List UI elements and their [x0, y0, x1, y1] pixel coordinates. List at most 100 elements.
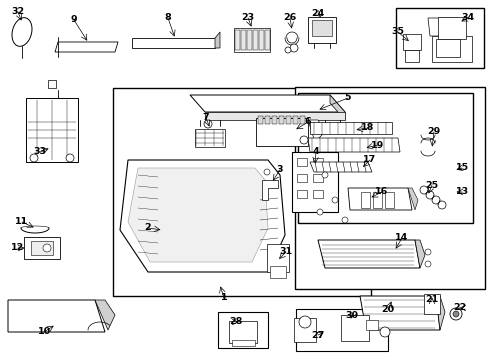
Bar [360, 192, 369, 208]
Circle shape [379, 327, 389, 337]
Bar [299, 116, 304, 124]
Text: 35: 35 [391, 27, 404, 36]
Text: 1: 1 [220, 293, 227, 302]
Circle shape [452, 311, 458, 317]
Bar [234, 28, 269, 52]
Text: 3: 3 [276, 166, 283, 175]
Bar [228, 321, 257, 343]
Circle shape [66, 154, 74, 162]
Bar [246, 30, 251, 50]
Bar [31, 241, 53, 255]
Bar [252, 30, 257, 50]
Bar [257, 116, 262, 124]
Text: 11: 11 [15, 217, 29, 226]
Circle shape [331, 197, 337, 203]
Circle shape [264, 169, 269, 175]
Circle shape [424, 261, 430, 267]
Bar [48, 80, 56, 88]
Text: 31: 31 [279, 248, 292, 256]
Polygon shape [55, 42, 118, 52]
Circle shape [424, 249, 430, 255]
Circle shape [316, 209, 323, 215]
Polygon shape [132, 38, 215, 48]
Polygon shape [204, 112, 345, 120]
Text: 19: 19 [370, 140, 384, 149]
Bar [234, 30, 239, 50]
Circle shape [321, 172, 327, 178]
Bar [240, 30, 245, 50]
Circle shape [341, 217, 347, 223]
Text: 12: 12 [11, 243, 24, 252]
Polygon shape [309, 122, 391, 134]
Text: 14: 14 [395, 234, 408, 243]
Polygon shape [414, 240, 424, 268]
Bar [365, 320, 377, 330]
Bar [437, 17, 465, 39]
Circle shape [298, 316, 310, 328]
Text: 30: 30 [345, 311, 358, 320]
Polygon shape [95, 300, 115, 330]
Polygon shape [215, 32, 220, 48]
Text: 23: 23 [241, 13, 254, 22]
Circle shape [289, 44, 297, 52]
Circle shape [299, 136, 307, 144]
Text: 2: 2 [144, 224, 151, 233]
Text: 20: 20 [381, 306, 394, 315]
Bar [269, 266, 285, 278]
Bar [293, 318, 315, 342]
Bar [312, 190, 323, 198]
Bar [291, 152, 337, 212]
Polygon shape [190, 95, 345, 112]
Text: 8: 8 [164, 13, 171, 22]
Text: 34: 34 [461, 13, 473, 22]
Polygon shape [431, 36, 471, 62]
Polygon shape [359, 296, 439, 330]
Text: 26: 26 [283, 13, 296, 22]
Bar [297, 93, 471, 223]
Polygon shape [231, 340, 254, 346]
Bar [423, 294, 439, 314]
Text: 7: 7 [202, 113, 209, 122]
Polygon shape [427, 18, 461, 36]
Polygon shape [435, 296, 444, 330]
Bar [292, 116, 297, 124]
Polygon shape [307, 138, 399, 152]
Text: 4: 4 [312, 148, 319, 157]
Text: 22: 22 [452, 303, 466, 312]
Text: 18: 18 [361, 123, 374, 132]
Polygon shape [262, 180, 278, 200]
Bar [294, 87, 484, 289]
Text: 13: 13 [454, 188, 468, 197]
Bar [264, 30, 269, 50]
Text: 10: 10 [38, 328, 50, 337]
Text: 24: 24 [311, 9, 324, 18]
Text: 25: 25 [425, 180, 438, 189]
Polygon shape [317, 240, 419, 268]
Bar [435, 39, 459, 57]
Text: 21: 21 [425, 296, 438, 305]
Bar [384, 192, 393, 208]
Polygon shape [307, 120, 325, 142]
Bar [312, 158, 323, 166]
Polygon shape [8, 300, 105, 332]
Bar [218, 312, 267, 348]
Text: 16: 16 [375, 188, 388, 197]
Bar [395, 8, 483, 68]
Bar [266, 244, 288, 272]
Bar [256, 118, 307, 146]
Bar [312, 174, 323, 182]
Bar [307, 17, 335, 43]
Polygon shape [120, 160, 285, 272]
Bar [296, 158, 306, 166]
Circle shape [285, 47, 290, 53]
Text: 27: 27 [311, 330, 324, 339]
Bar [296, 190, 306, 198]
Polygon shape [407, 188, 417, 210]
Bar [278, 116, 283, 124]
Circle shape [30, 154, 38, 162]
Polygon shape [12, 18, 32, 46]
Bar [296, 174, 306, 182]
Text: 5: 5 [344, 94, 350, 103]
Bar [285, 116, 290, 124]
Bar [271, 116, 276, 124]
